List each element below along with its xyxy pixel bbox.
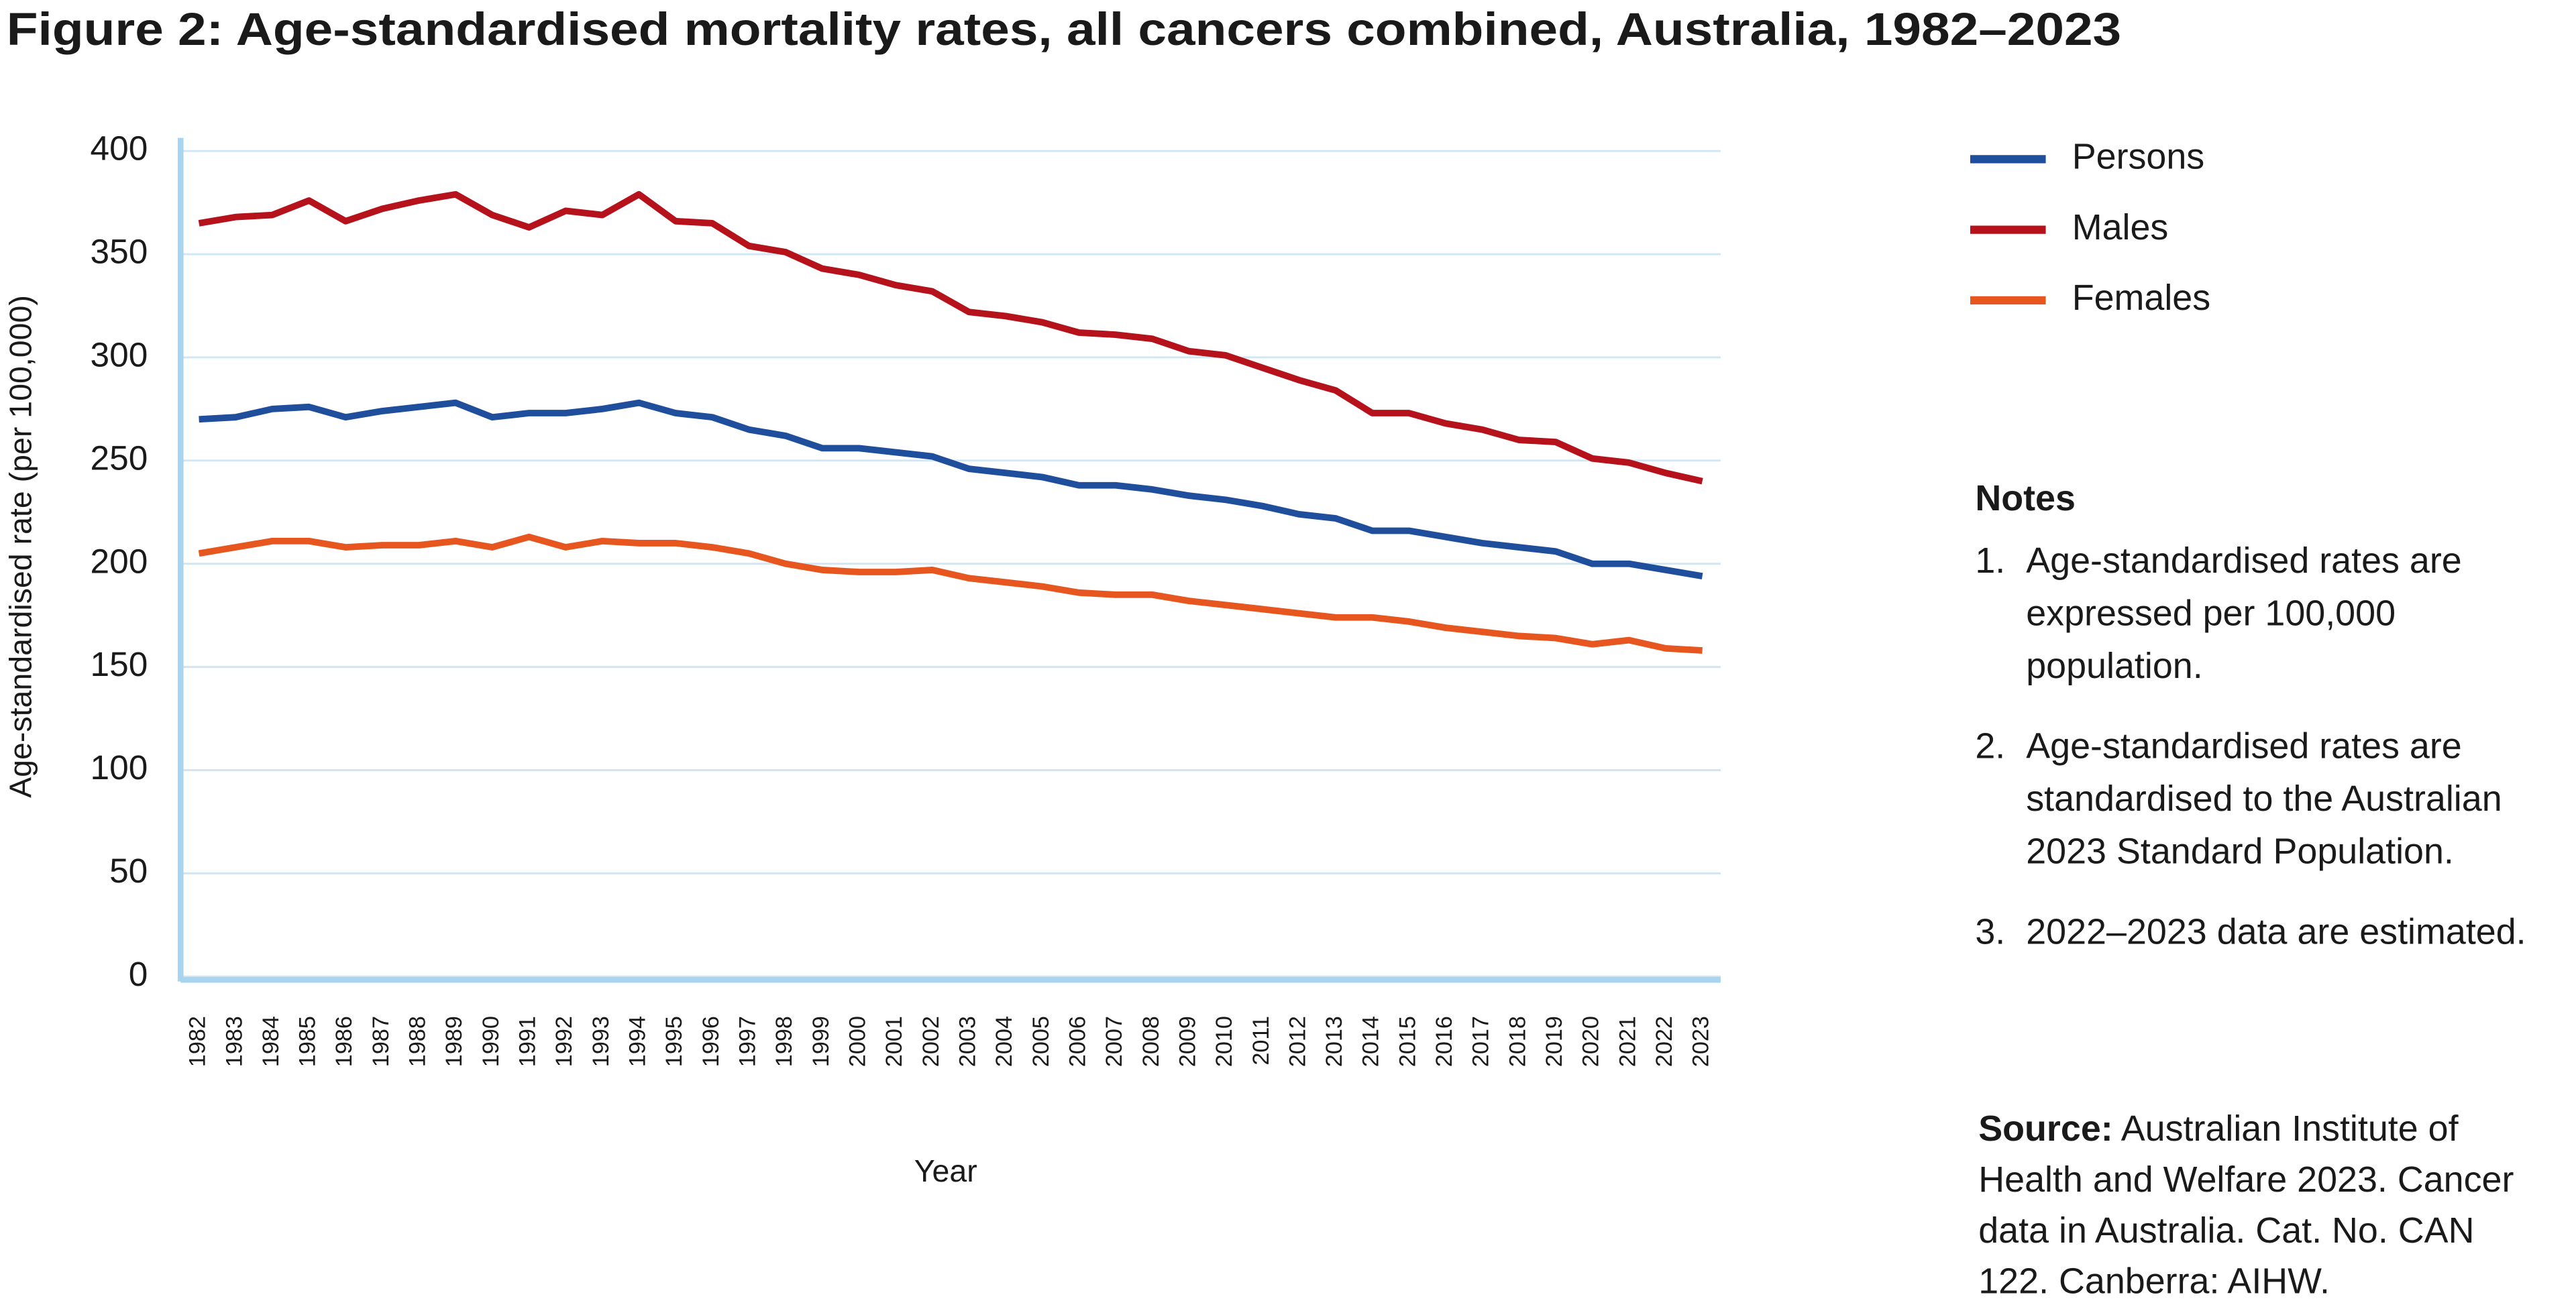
note-number: 2. [1975,725,2006,766]
x-tick-label: 2014 [1358,1016,1384,1067]
x-tick-label: 1997 [735,1016,761,1067]
x-tick-label: 2022 [1652,1016,1677,1067]
x-tick-label: 1989 [441,1016,467,1067]
y-tick-label: 400 [91,129,148,168]
x-tick-label: 2016 [1432,1016,1457,1067]
x-tick-label: 2013 [1322,1016,1347,1067]
notes: Notes 1. Age-standardised rates are expre… [1975,473,2550,986]
x-tick-label: 1986 [331,1016,357,1067]
x-tick-label: 2004 [991,1016,1017,1067]
x-tick-label: 1995 [661,1016,687,1067]
note-text: Age-standardised rates are standardised … [2026,725,2502,872]
x-tick-label: 1987 [368,1016,394,1067]
x-tick-label: 1993 [588,1016,614,1067]
y-tick-label: 0 [129,954,148,993]
series-line [198,190,1703,485]
note-text: Age-standardised rates are expressed per… [2026,540,2462,687]
legend-label: Persons [2072,137,2204,177]
x-tick-label: 2023 [1688,1016,1714,1067]
x-tick-label: 2011 [1248,1016,1274,1066]
chart-title: Figure 2: Age-standardised mortality rat… [7,3,2121,55]
x-tick-label: 2002 [918,1016,944,1067]
series-line [199,399,1703,580]
legend-label: Females [2072,278,2210,318]
x-tick-label: 1992 [551,1016,577,1067]
x-tick-label: 1985 [295,1016,321,1067]
x-tick-label: 1991 [515,1016,541,1067]
y-tick-label: 50 [109,851,148,890]
x-tick-label: 2001 [881,1016,907,1067]
y-tick-label: 100 [91,748,148,787]
legend-label: Males [2072,207,2169,247]
source-text: Australian Institute of Health and Welfa… [1978,1108,2514,1302]
y-tick-label: 200 [91,541,148,580]
x-tick-label: 1999 [808,1016,834,1067]
x-tick-label: 2007 [1102,1016,1127,1067]
note-number: 1. [1975,540,2006,581]
x-tick-label: 2010 [1212,1016,1237,1067]
series-line [198,533,1703,654]
x-tick-label: 1988 [405,1016,431,1067]
source: Source: Australian Institute of Health a… [1978,1103,2553,1306]
x-tick-label: 2012 [1285,1016,1310,1067]
source-label: Source: [1978,1108,2113,1149]
x-tick-label: 2003 [955,1016,980,1067]
x-tick-label: 2006 [1065,1016,1090,1067]
y-axis-label: Age-standardised rate (per 100,000) [3,295,38,798]
x-tick-label: 2008 [1138,1016,1164,1067]
x-tick-label: 2021 [1615,1016,1640,1067]
x-tick-label: 1984 [258,1016,284,1067]
x-tick-label: 2009 [1175,1016,1200,1067]
x-tick-label: 1982 [185,1016,211,1067]
y-tick-label: 300 [91,335,148,374]
x-tick-label: 1983 [221,1016,247,1067]
x-tick-label: 1994 [625,1016,651,1067]
x-tick-label: 2000 [845,1016,870,1067]
x-tick-label: 2017 [1468,1016,1494,1067]
x-tick-label: 1990 [478,1016,504,1067]
x-tick-label: 1996 [698,1016,724,1067]
note-number: 3. [1975,911,2006,952]
x-tick-label: 2018 [1505,1016,1530,1067]
x-axis-label: Year [914,1153,977,1188]
note: 2. Age-standardised rates are standardise… [1975,720,2550,878]
note: 3. 2022–2023 data are estimated. [1975,906,2550,958]
x-tick-label: 1998 [771,1016,797,1067]
x-tick-label: 2020 [1578,1016,1604,1067]
note-text: 2022–2023 data are estimated. [2026,911,2526,952]
y-tick-label: 350 [91,232,148,271]
notes-heading: Notes [1975,477,2076,519]
note: 1. Age-standardised rates are expressed p… [1975,535,2550,693]
y-tick-label: 150 [91,644,148,683]
y-tick-label: 250 [91,438,148,477]
x-tick-label: 2005 [1028,1016,1054,1067]
x-tick-label: 2015 [1395,1016,1420,1067]
x-tick-label: 2019 [1542,1016,1567,1067]
